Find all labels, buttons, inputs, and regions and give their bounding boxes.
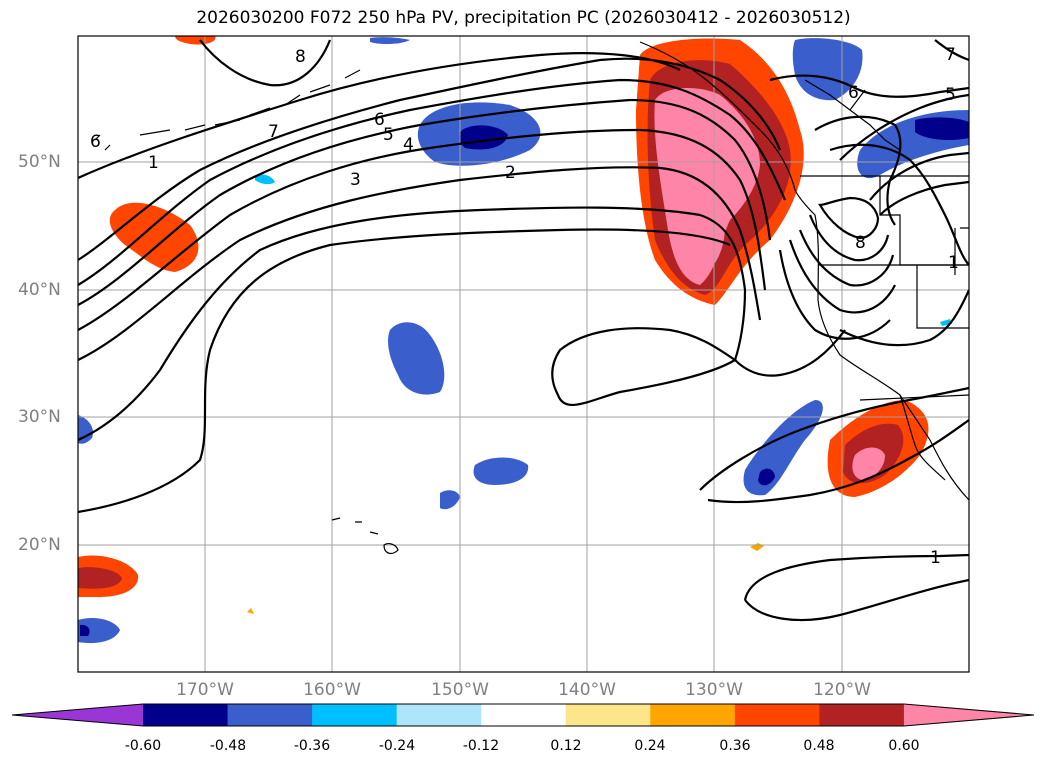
colorbar-bin bbox=[312, 704, 398, 726]
pv-label: 5 bbox=[945, 85, 956, 105]
lat-label: 50°N bbox=[18, 152, 61, 172]
colorbar-outline bbox=[11, 703, 1035, 727]
colorbar-bin bbox=[819, 704, 905, 726]
pv-contours bbox=[78, 39, 969, 622]
colorbar-tick-label: 0.60 bbox=[888, 738, 920, 754]
pv-label: 4 bbox=[403, 135, 414, 155]
lon-label: 160°W bbox=[303, 680, 361, 700]
colorbar-tick-label: -0.36 bbox=[293, 738, 331, 754]
lon-label: 130°W bbox=[685, 680, 743, 700]
colorbar-tick-label: -0.12 bbox=[462, 738, 500, 754]
map-frame bbox=[77, 35, 970, 673]
pv-label: 1 bbox=[148, 153, 159, 173]
colorbar-extend-high bbox=[903, 704, 1034, 726]
lon-label: 120°W bbox=[813, 680, 871, 700]
pv-label: 1 bbox=[930, 548, 941, 568]
colorbar-bin bbox=[143, 704, 229, 726]
lon-label: 140°W bbox=[558, 680, 616, 700]
pv-label: 5 bbox=[383, 125, 394, 145]
colorbar-bin bbox=[481, 704, 567, 726]
pv-label: 7 bbox=[945, 45, 956, 65]
colorbar-tick-label: 0.36 bbox=[719, 738, 751, 754]
pv-label: 8 bbox=[295, 47, 306, 67]
lon-label: 170°W bbox=[176, 680, 234, 700]
pv-label: 8 bbox=[855, 233, 866, 253]
graticule bbox=[78, 36, 969, 672]
colorbar-tick-label: -0.48 bbox=[209, 738, 247, 754]
lon-label: 150°W bbox=[431, 680, 489, 700]
lat-label: 30°N bbox=[18, 407, 61, 427]
colorbar-tick-label: 0.12 bbox=[550, 738, 582, 754]
pv-label: 6 bbox=[848, 83, 859, 103]
colorbar-tick-label: 0.24 bbox=[634, 738, 666, 754]
colorbar-bin bbox=[396, 704, 482, 726]
pv-label: 6 bbox=[374, 110, 385, 130]
colorbar-bin bbox=[650, 704, 736, 726]
map-title: 2026030200 F072 250 hPa PV, precipitatio… bbox=[196, 8, 851, 28]
pv-label: 6 bbox=[90, 132, 101, 152]
colorbar-tick-label: -0.60 bbox=[124, 738, 162, 754]
pv-label: 1 bbox=[948, 253, 959, 273]
colorbar bbox=[11, 703, 1035, 727]
pv-label: 2 bbox=[505, 163, 516, 183]
lat-label: 40°N bbox=[18, 280, 61, 300]
colorbar-bin bbox=[734, 704, 820, 726]
pv-contour-labels: 1 2 3 4 5 6 7 8 6 5 1 8 7 6 1 bbox=[90, 45, 959, 568]
colorbar-extend-low bbox=[12, 704, 143, 726]
pv-label: 7 bbox=[268, 122, 279, 142]
pv-label: 3 bbox=[350, 170, 361, 190]
lat-label: 20°N bbox=[18, 535, 61, 555]
colorbar-bin bbox=[227, 704, 313, 726]
colorbar-tick-label: 0.48 bbox=[803, 738, 835, 754]
colorbar-tick-label: -0.24 bbox=[378, 738, 416, 754]
colorbar-bin bbox=[565, 704, 651, 726]
